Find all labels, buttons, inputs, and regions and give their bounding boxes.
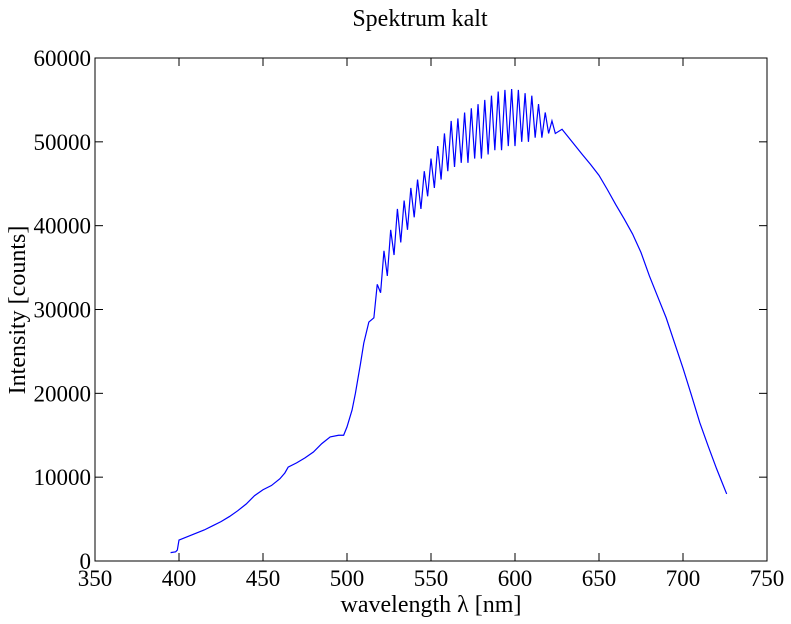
x-tick-label: 500 [330, 566, 365, 591]
plot-area: 350 400 450 500 550 600 650 700 750 0 10000 20000 30… [34, 46, 785, 591]
x-tick-label: 550 [414, 566, 449, 591]
y-tick-label: 10000 [34, 465, 92, 490]
y-tick-label: 0 [80, 549, 92, 574]
x-tick-label: 350 [78, 566, 113, 591]
y-tick-label: 30000 [34, 298, 92, 323]
chart-title: Spektrum kalt [352, 6, 488, 32]
y-tick-label: 40000 [34, 214, 92, 239]
x-tick-label: 650 [582, 566, 617, 591]
y-tick-label: 60000 [34, 46, 92, 71]
x-tick-label: 450 [246, 566, 281, 591]
y-tick-label: 20000 [34, 381, 92, 406]
x-tick-label: 750 [750, 566, 785, 591]
x-tick-label: 700 [666, 566, 701, 591]
y-axis-label: Intensity [counts] [5, 226, 31, 395]
y-tick-label: 50000 [34, 130, 92, 155]
x-axis-label: wavelength λ [nm] [341, 592, 522, 618]
plot-frame [94, 57, 768, 562]
x-tick-label: 400 [162, 566, 197, 591]
x-tick-label: 600 [498, 566, 533, 591]
data-line [170, 88, 728, 554]
